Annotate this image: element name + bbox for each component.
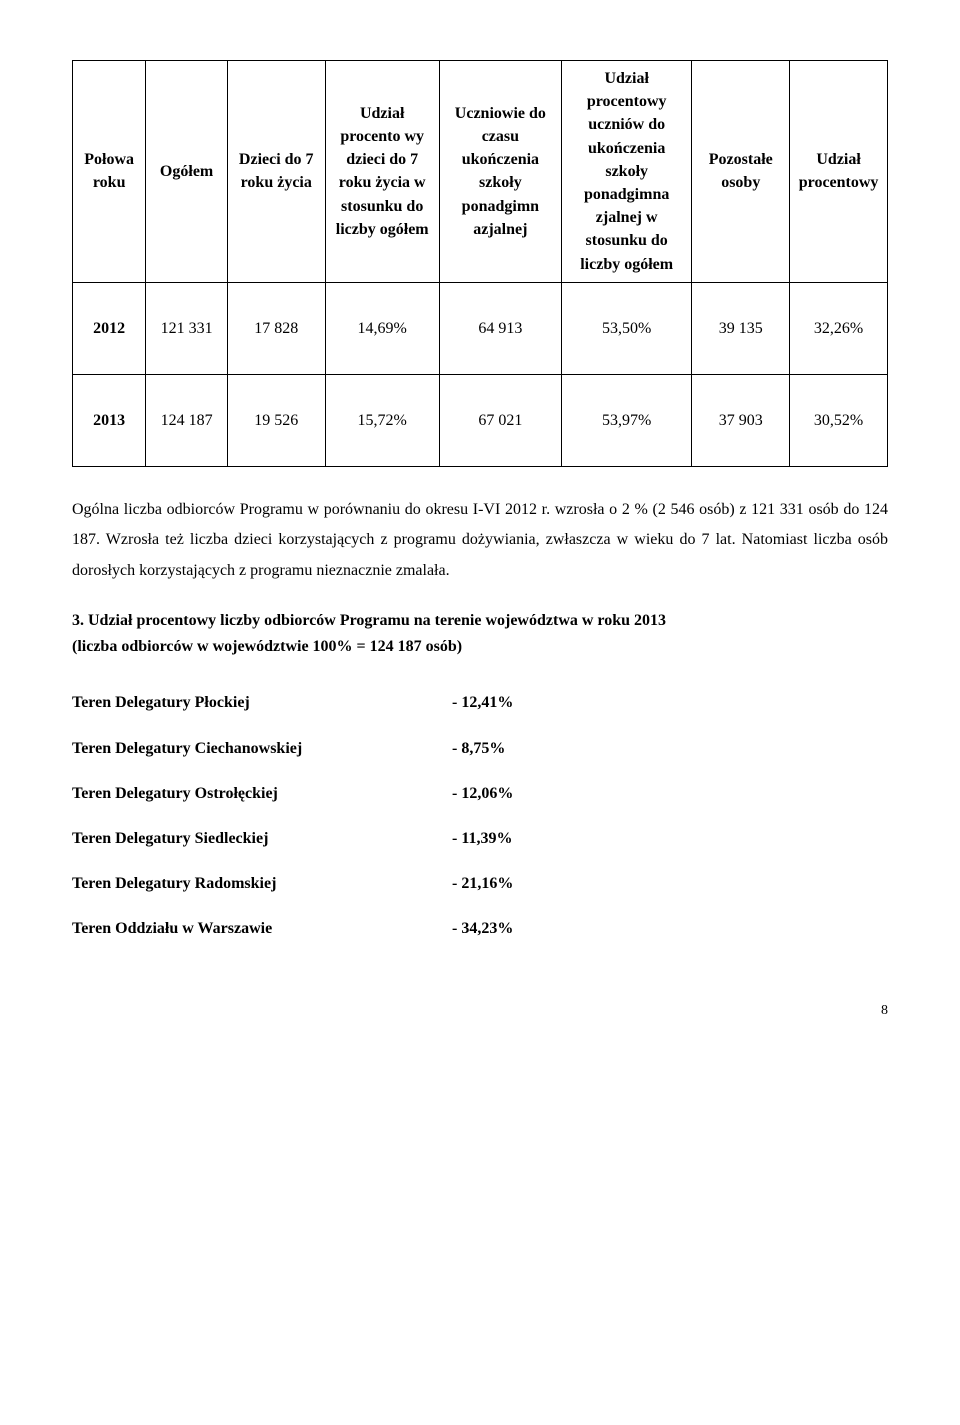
page-number: 8: [72, 1001, 888, 1021]
list-item: Teren Delegatury Radomskiej - 21,16%: [72, 872, 888, 895]
section-heading: 3. Udział procentowy liczby odbiorców Pr…: [72, 608, 888, 659]
list-item-label: Teren Delegatury Ciechanowskiej: [72, 737, 452, 760]
table-header-row: Połowa roku Ogółem Dzieci do 7 roku życi…: [73, 61, 888, 283]
cell: 53,97%: [561, 374, 691, 466]
cell-year: 2012: [73, 282, 146, 374]
list-item: Teren Delegatury Siedleckiej - 11,39%: [72, 827, 888, 850]
cell: 64 913: [439, 282, 561, 374]
list-item-label: Teren Delegatury Płockiej: [72, 691, 452, 714]
list-item: Teren Oddziału w Warszawie - 34,23%: [72, 917, 888, 940]
cell: 30,52%: [790, 374, 888, 466]
list-item: Teren Delegatury Płockiej - 12,41%: [72, 691, 888, 714]
list-item: Teren Delegatury Ostrołęckiej - 12,06%: [72, 782, 888, 805]
list-item-label: Teren Delegatury Siedleckiej: [72, 827, 452, 850]
th-4: Uczniowie do czasu ukończenia szkoły pon…: [439, 61, 561, 283]
cell: 121 331: [146, 282, 228, 374]
table-row: 2013 124 187 19 526 15,72% 67 021 53,97%…: [73, 374, 888, 466]
section-line1: Udział procentowy liczby odbiorców Progr…: [88, 612, 666, 629]
list-item: Teren Delegatury Ciechanowskiej - 8,75%: [72, 737, 888, 760]
cell: 124 187: [146, 374, 228, 466]
list-item-value: - 12,06%: [452, 782, 513, 805]
cell: 14,69%: [325, 282, 439, 374]
th-2: Dzieci do 7 roku życia: [227, 61, 325, 283]
list-item-value: - 12,41%: [452, 691, 513, 714]
cell: 32,26%: [790, 282, 888, 374]
cell: 67 021: [439, 374, 561, 466]
th-0: Połowa roku: [73, 61, 146, 283]
delegatury-list: Teren Delegatury Płockiej - 12,41% Teren…: [72, 691, 888, 940]
summary-paragraph: Ogólna liczba odbiorców Programu w porów…: [72, 495, 888, 586]
list-item-value: - 34,23%: [452, 917, 513, 940]
cell: 37 903: [692, 374, 790, 466]
th-3: Udział procento wy dzieci do 7 roku życi…: [325, 61, 439, 283]
list-item-value: - 21,16%: [452, 872, 513, 895]
list-item-value: - 11,39%: [452, 827, 512, 850]
list-item-label: Teren Delegatury Radomskiej: [72, 872, 452, 895]
section-line2: (liczba odbiorców w województwie 100% = …: [72, 638, 462, 655]
th-5: Udział procentowy uczniów do ukończenia …: [561, 61, 691, 283]
cell: 15,72%: [325, 374, 439, 466]
cell-year: 2013: [73, 374, 146, 466]
th-6: Pozostałe osoby: [692, 61, 790, 283]
list-item-label: Teren Oddziału w Warszawie: [72, 917, 452, 940]
section-number: 3.: [72, 612, 84, 629]
data-table: Połowa roku Ogółem Dzieci do 7 roku życi…: [72, 60, 888, 467]
cell: 17 828: [227, 282, 325, 374]
cell: 19 526: [227, 374, 325, 466]
cell: 39 135: [692, 282, 790, 374]
cell: 53,50%: [561, 282, 691, 374]
th-7: Udział procentowy: [790, 61, 888, 283]
list-item-value: - 8,75%: [452, 737, 505, 760]
th-1: Ogółem: [146, 61, 228, 283]
table-row: 2012 121 331 17 828 14,69% 64 913 53,50%…: [73, 282, 888, 374]
list-item-label: Teren Delegatury Ostrołęckiej: [72, 782, 452, 805]
